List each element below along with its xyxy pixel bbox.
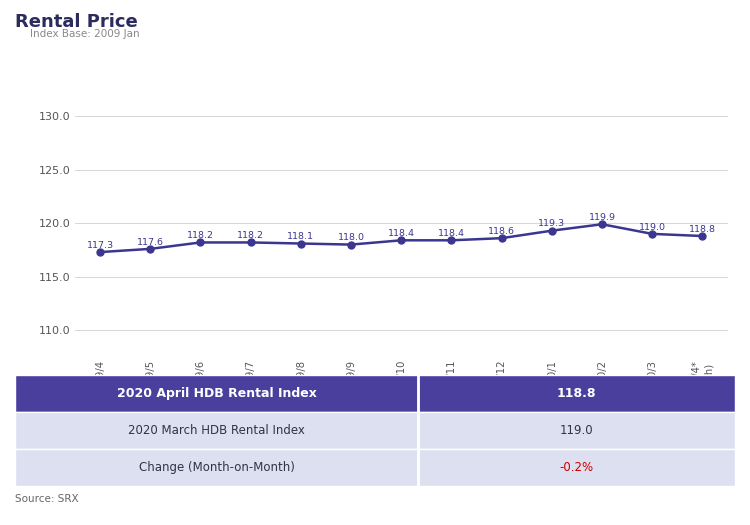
Text: 118.6: 118.6 (488, 227, 515, 236)
Text: 118.2: 118.2 (187, 231, 214, 240)
Text: Source: SRX: Source: SRX (15, 494, 79, 503)
Text: 117.6: 117.6 (136, 237, 164, 247)
Text: 119.0: 119.0 (639, 223, 666, 232)
Text: -0.2%: -0.2% (560, 461, 594, 474)
Text: 118.4: 118.4 (438, 229, 465, 238)
Text: 118.1: 118.1 (287, 232, 314, 241)
Text: 118.8: 118.8 (689, 225, 716, 234)
Text: 119.9: 119.9 (589, 213, 616, 222)
Text: 2020 April HDB Rental Index: 2020 April HDB Rental Index (117, 387, 316, 400)
Text: Change (Month-on-Month): Change (Month-on-Month) (139, 461, 295, 474)
Text: 119.0: 119.0 (560, 424, 593, 437)
Text: Index Base: 2009 Jan: Index Base: 2009 Jan (30, 29, 140, 39)
Text: 2020 March HDB Rental Index: 2020 March HDB Rental Index (128, 424, 305, 437)
Text: 119.3: 119.3 (538, 219, 566, 228)
Text: 118.2: 118.2 (237, 231, 264, 240)
Text: Rental Price: Rental Price (15, 13, 138, 31)
Text: 118.4: 118.4 (388, 229, 415, 238)
Text: 118.0: 118.0 (338, 233, 364, 242)
Text: 117.3: 117.3 (86, 241, 114, 250)
Text: 118.8: 118.8 (556, 387, 596, 400)
